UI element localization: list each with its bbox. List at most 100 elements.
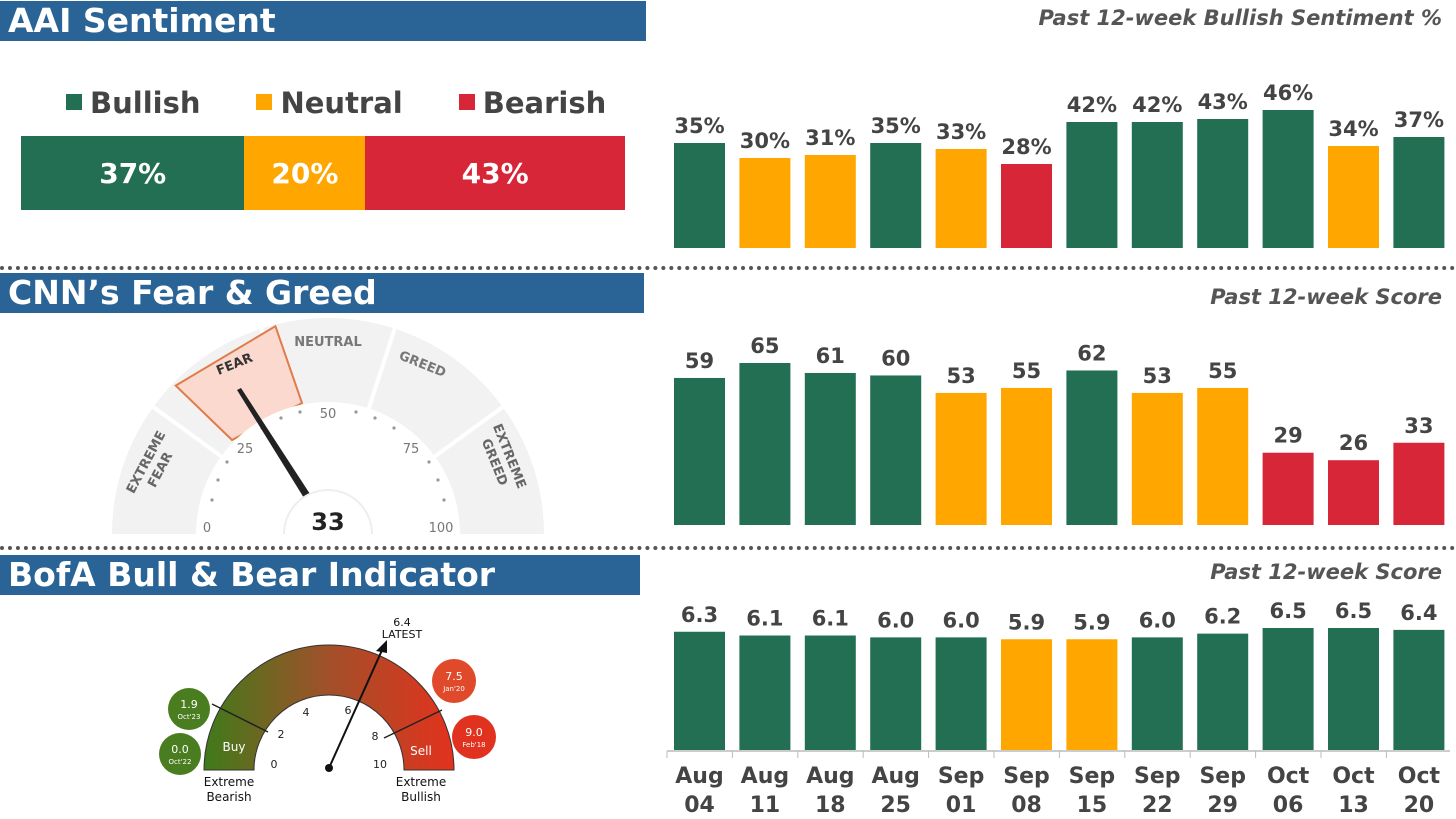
bar-chart-1-bar-3 (870, 143, 922, 248)
bar-chart-2-label-8: 55 (1208, 359, 1237, 383)
bar-chart-2-bar-5 (1001, 387, 1052, 525)
cnn-chart-title: Past 12-week Score (1210, 285, 1442, 309)
legend-label-bullish: Bullish (90, 86, 201, 120)
bofa-tick-10: 10 (373, 758, 387, 771)
x-axis-label-3-month: Aug (871, 764, 919, 789)
bar-chart-1-label-9: 46% (1263, 81, 1313, 105)
aai-title-banner: AAI Sentiment (0, 1, 646, 41)
bar-chart-3-label-7: 6.0 (1139, 608, 1176, 632)
bar-chart-1-label-6: 42% (1067, 93, 1117, 117)
bofa-tick-4: 4 (303, 706, 310, 719)
legend-swatch-neutral (256, 94, 273, 110)
bar-chart-3-bar-10 (1328, 628, 1379, 750)
bofa-gauge-arc (203, 644, 455, 771)
bar-chart-1-label-5: 28% (1001, 135, 1051, 159)
x-axis-label-11-month: Oct (1398, 764, 1441, 789)
x-axis-label-0-day: 04 (684, 793, 715, 818)
bar-chart-2-label-5: 55 (1012, 359, 1041, 383)
bofa-needle-hub (325, 764, 333, 772)
x-axis-label-2-day: 18 (815, 793, 846, 818)
x-axis-label-10-month: Oct (1332, 764, 1375, 789)
bofa-buy-label: Buy (223, 740, 246, 754)
x-axis-label-6-month: Sep (1069, 764, 1116, 789)
x-axis-label-11-day: 20 (1404, 793, 1435, 818)
gauge-inner (196, 402, 460, 534)
x-axis-label-8-day: 29 (1207, 793, 1238, 818)
gauge-score-value: 33 (311, 508, 344, 536)
bofa-left-caption-1: Extreme (204, 775, 255, 789)
bar-chart-3-bar-5 (1001, 639, 1052, 750)
legend-bearish: Bearish (458, 86, 607, 120)
bofa-left-caption-2: Bearish (206, 790, 251, 804)
bar-chart-3-bar-3 (870, 637, 922, 750)
bofa-needle-tip (376, 640, 387, 653)
bofa-latest-value: 6.4 (393, 616, 411, 629)
bar-chart-3-label-10: 6.5 (1335, 599, 1372, 623)
bar-chart-3-label-1: 6.1 (746, 607, 783, 631)
bar-chart-3-label-4: 6.0 (942, 608, 979, 632)
bubble-date: Oct'23 (178, 713, 201, 721)
bubble-date: Jan'20 (442, 685, 465, 693)
bar-chart-2-bar-10 (1328, 460, 1379, 525)
bar-chart-1-bar-1 (739, 158, 791, 248)
bar-chart-1-bar-5 (1001, 164, 1052, 248)
bubble-date: Feb'18 (462, 741, 485, 749)
bar-chart-3-label-2: 6.1 (812, 607, 849, 631)
bofa-bubble-oct22: 0.0 Oct'22 (159, 733, 201, 775)
cnn-fear-greed-gauge: EXTREMEFEAR FEAR NEUTRAL GREED EXTREMEGR… (112, 318, 544, 545)
bar-chart-1-label-10: 34% (1328, 117, 1378, 141)
bar-chart-2-bar-3 (870, 375, 922, 525)
legend-neutral: Neutral (256, 86, 403, 120)
bar-chart-1-label-4: 33% (936, 120, 986, 144)
bubble-value: 1.9 (180, 698, 198, 711)
bar-chart-2-label-11: 33 (1404, 414, 1433, 438)
bar-chart-3-bar-7 (1131, 637, 1183, 750)
gauge-score-base (280, 534, 376, 545)
x-axis-label-0-month: Aug (675, 764, 723, 789)
bar-chart-1-label-11: 37% (1394, 108, 1444, 132)
legend-label-bearish: Bearish (482, 86, 607, 120)
x-axis-label-5-month: Sep (1003, 764, 1050, 789)
bar-chart-3-bar-1 (739, 635, 791, 750)
bar-chart-2-label-1: 65 (750, 334, 779, 358)
bar-chart-3-label-5: 5.9 (1008, 610, 1045, 634)
gauge-tick-50: 50 (320, 407, 337, 422)
bar-chart-2-bar-7 (1131, 392, 1183, 525)
x-axis-label-4-day: 01 (946, 793, 977, 818)
bar-chart-1-label-3: 35% (871, 114, 921, 138)
bofa-sell-label: Sell (410, 744, 432, 758)
stack-segment-neutral: 20% (244, 136, 366, 210)
bar-chart-2-bar-2 (804, 372, 856, 525)
bar-chart-3-label-0: 6.3 (681, 603, 718, 627)
bofa-bubble-oct23: 1.9 Oct'23 (168, 688, 210, 730)
bar-chart-1-bar-9 (1262, 110, 1314, 248)
bar-chart-2-bar-6 (1066, 370, 1118, 525)
gauge-tick-75: 75 (403, 442, 420, 457)
bar-chart-1-bar-8 (1197, 119, 1249, 248)
bofa-needle (328, 647, 384, 769)
bar-chart-3-bar-4 (935, 637, 987, 750)
bofa-bull-bear-gauge: Buy Sell 0 2 4 6 8 10 6.4 LATEST Extreme… (159, 616, 496, 804)
bofa-tick-2: 2 (278, 728, 285, 741)
bar-chart-2-bar-4 (935, 392, 987, 525)
bar-chart-1-bar-2 (804, 155, 856, 248)
legend-bullish: Bullish (66, 86, 200, 120)
bar-chart-3-bar-9 (1262, 628, 1314, 750)
x-axis-label-9-day: 06 (1273, 793, 1304, 818)
section-divider-1 (0, 266, 1456, 270)
bofa-right-caption-1: Extreme (396, 775, 447, 789)
bubble-value: 0.0 (171, 743, 189, 756)
bar-chart-1-bar-0 (674, 143, 725, 248)
bar-chart-2-label-0: 59 (685, 349, 714, 373)
section-divider-2 (0, 546, 1456, 550)
bar-chart-1-label-8: 43% (1198, 90, 1248, 114)
bar-chart-2-bar-1 (739, 363, 791, 525)
x-axis-label-9-month: Oct (1267, 764, 1310, 789)
bar-chart-1-label-2: 31% (805, 126, 855, 150)
aai-chart-title: Past 12-week Bullish Sentiment % (1038, 6, 1442, 30)
legend-swatch-bullish (66, 94, 82, 110)
x-axis-label-3-day: 25 (880, 793, 911, 818)
x-axis-label-1-day: 11 (750, 793, 781, 818)
bofa-chart-title: Past 12-week Score (1210, 560, 1442, 584)
aai-legend: Bullish Neutral Bearish (66, 86, 606, 120)
